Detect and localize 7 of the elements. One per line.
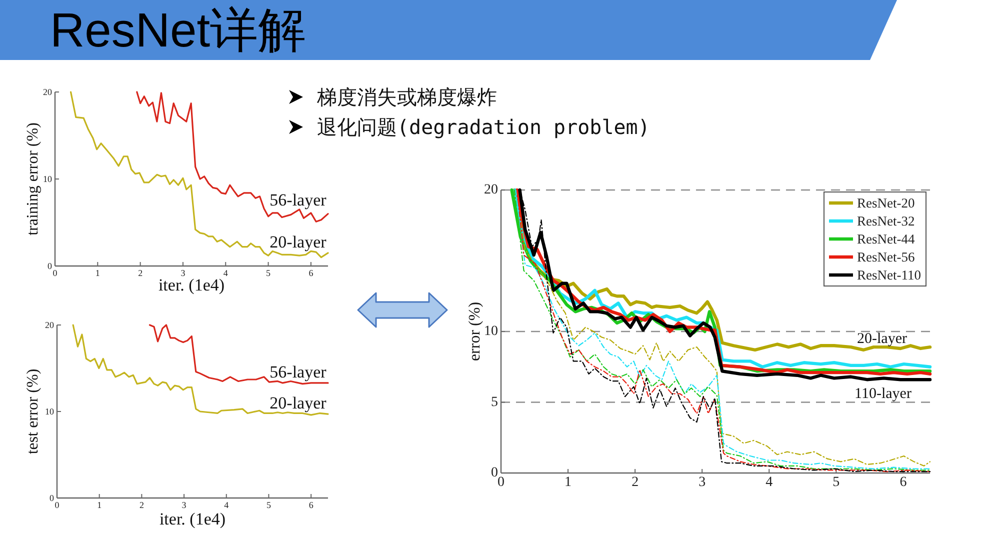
title: ResNet详解	[50, 4, 306, 58]
annotation: 56-layer	[270, 362, 326, 382]
annotation: 110-layer	[854, 386, 912, 402]
annotation: 20-layer	[857, 331, 907, 347]
annotation: 20-layer	[270, 232, 326, 252]
annotation: 56-layer	[270, 190, 326, 210]
annotation: 20-layer	[270, 394, 326, 412]
